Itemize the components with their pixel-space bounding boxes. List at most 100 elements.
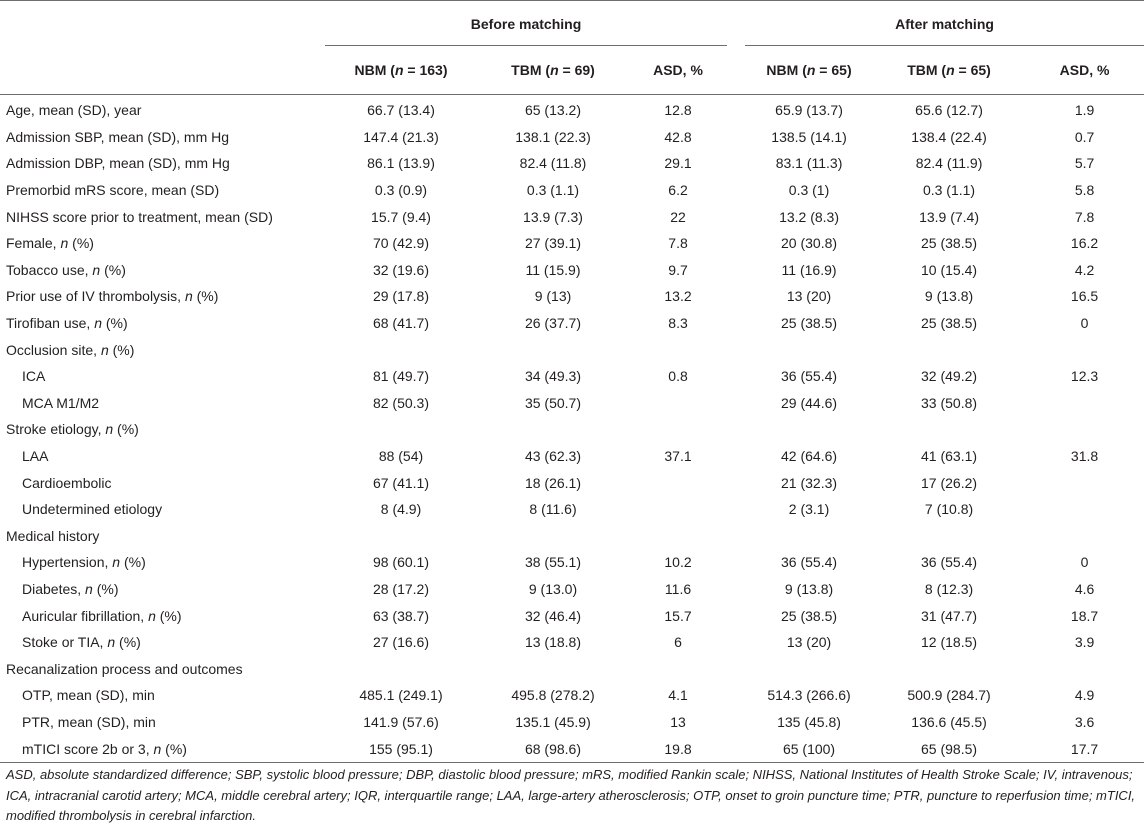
cell-nbm-after: 65 (100): [745, 735, 874, 763]
cell-nbm-before: 66.7 (13.4): [367, 102, 435, 119]
cell-tbm-before: 9 (13): [534, 288, 572, 305]
cell-tbm-before: 18 (26.1): [524, 474, 582, 491]
row-label: OTP, mean (SD), min: [22, 687, 155, 704]
cell-tbm-after: 31 (47.7): [921, 607, 978, 624]
row-label: Auricular fibrillation, n (%): [22, 607, 182, 624]
table-row: Premorbid mRS score, mean (SD) 0.3 (0.9) 0…: [0, 177, 1144, 204]
table-row: Age, mean (SD), year 66.7 (13.4) 65 (13.2)…: [0, 95, 1144, 124]
cell-asd-after: [1025, 523, 1144, 550]
table-row: Stroke etiology, n (%): [0, 416, 1144, 443]
cell-tbm-before: [477, 655, 629, 682]
table-row: Tobacco use, n (%) 32 (19.6) 11 (15.9) 9.7 1…: [0, 257, 1144, 284]
row-label: mTICI score 2b or 3, n (%): [0, 735, 325, 763]
row-label: Stoke or TIA, n (%): [22, 634, 141, 651]
cell-asd-after: 16.5: [1070, 288, 1099, 305]
cell-nbm-after: 13 (20): [786, 634, 832, 651]
table-row: OTP, mean (SD), min 485.1 (249.1) 495.8 (2…: [0, 682, 1144, 709]
cell-tbm-before: [477, 336, 629, 363]
cell-asd-before: 42.8: [664, 128, 692, 145]
cell-tbm-after: 32 (49.2): [921, 368, 978, 385]
cell-tbm-after: 8 (12.3): [924, 580, 974, 597]
cell-asd-after: [1025, 390, 1144, 417]
cell-tbm-after: 25 (38.5): [921, 235, 978, 252]
cell-nbm-before: 63 (38.7): [372, 607, 430, 624]
table-row: PTR, mean (SD), min 141.9 (57.6) 135.1 (45…: [0, 709, 1144, 736]
cell-asd-before: 13.2: [664, 288, 692, 305]
row-label: Premorbid mRS score, mean (SD): [6, 182, 220, 199]
cell-nbm-before: 141.9 (57.6): [363, 713, 439, 730]
row-label: Admission DBP, mean (SD), mm Hg: [6, 155, 230, 172]
after-matching-header: After matching: [745, 0, 1144, 46]
cell-asd-before: [629, 390, 727, 417]
cell-asd-before: 0.8: [668, 368, 688, 385]
cell-tbm-after: 10 (15.4): [921, 261, 978, 278]
table-row: Recanalization process and outcomes: [0, 655, 1144, 682]
cell-nbm-before: 67 (41.1): [372, 474, 430, 491]
table-row: Hypertension, n (%) 98 (60.1) 38 (55.1) 10.…: [0, 549, 1144, 576]
cell-nbm-after: 25 (38.5): [781, 315, 838, 332]
cell-nbm-before: 29 (17.8): [372, 288, 430, 305]
cell-asd-after: 16.2: [1070, 235, 1099, 252]
cell-tbm-before: 27 (39.1): [524, 235, 582, 252]
table-row: ICA 81 (49.7) 34 (49.3) 0.8 36 (55.4) 32 (49.…: [0, 363, 1144, 390]
cell-tbm-after: [873, 416, 1025, 443]
table-row: Admission DBP, mean (SD), mm Hg 86.1 (13.…: [0, 150, 1144, 177]
cell-tbm-after: [873, 336, 1025, 363]
table-row: Tirofiban use, n (%) 68 (41.7) 26 (37.7) 8.…: [0, 310, 1144, 337]
cell-tbm-after: 500.9 (284.7): [907, 687, 991, 704]
cell-tbm-after: [873, 523, 1025, 550]
group-header-row: Before matching After matching: [0, 0, 1144, 46]
table-row: LAA 88 (54) 43 (62.3) 37.1 42 (64.6) 41 (63.1…: [0, 443, 1144, 470]
table-row: MCA M1/M2 82 (50.3) 35 (50.7) 29 (44.6) 33 (…: [0, 390, 1144, 417]
row-label: Tobacco use, n (%): [6, 261, 126, 278]
cell-tbm-before: 135.1 (45.9): [515, 713, 591, 730]
cell-tbm-before: [477, 523, 629, 550]
cell-asd-after: 4.2: [1074, 261, 1095, 278]
table-row: Prior use of IV thrombolysis, n (%) 29 (1…: [0, 283, 1144, 310]
cell-asd-after: 0: [1080, 554, 1089, 571]
col-nbm-before: NBM (n = 163): [325, 45, 477, 95]
col-nbm-after: NBM (n = 65): [745, 45, 874, 95]
cell-nbm-before: [325, 655, 477, 682]
cell-tbm-before: 43 (62.3): [524, 448, 582, 465]
cell-tbm-after: 65.6 (12.7): [915, 102, 983, 119]
col-asd-after: ASD, %: [1025, 45, 1144, 95]
column-header-row: NBM (n = 163) TBM (n = 69) ASD, % NBM (n…: [0, 45, 1144, 95]
col-tbm-after: TBM (n = 65): [873, 45, 1026, 95]
cell-tbm-after: 12 (18.5): [921, 634, 978, 651]
cell-asd-after: 3.6: [1074, 713, 1095, 730]
cell-asd-before: [629, 469, 727, 496]
cell-asd-after: 7.8: [1074, 208, 1095, 225]
cell-tbm-before: 9 (13.0): [528, 580, 578, 597]
cell-nbm-before: 15.7 (9.4): [371, 208, 431, 225]
cell-asd-before: 22: [670, 208, 686, 225]
cell-tbm-after: 33 (50.8): [921, 394, 978, 411]
table-row: Female, n (%) 70 (42.9) 27 (39.1) 7.8 20 (30…: [0, 230, 1144, 257]
cell-nbm-after: 13 (20): [786, 288, 832, 305]
row-label: LAA: [22, 448, 49, 465]
cell-asd-before: 10.2: [664, 554, 692, 571]
cell-nbm-after: 36 (55.4): [781, 554, 838, 571]
cell-tbm-after: 17 (26.2): [921, 474, 978, 491]
row-label: Stroke etiology, n (%): [6, 421, 139, 438]
cell-nbm-after: 20 (30.8): [781, 235, 838, 252]
cell-tbm-after: 65 (98.5): [873, 735, 1026, 763]
cell-nbm-after: [745, 655, 873, 682]
cell-nbm-after: 514.3 (266.6): [767, 687, 851, 704]
cell-asd-after: 0: [1080, 315, 1089, 332]
before-matching-header: Before matching: [325, 0, 728, 46]
cell-tbm-after: 82.4 (11.9): [915, 155, 983, 172]
cell-tbm-after: 13.9 (7.4): [919, 208, 979, 225]
cell-nbm-before: [325, 523, 477, 550]
row-label: Hypertension, n (%): [22, 554, 146, 571]
cell-asd-after: 17.7: [1025, 735, 1144, 763]
cell-nbm-before: 32 (19.6): [372, 261, 430, 278]
cell-nbm-before: 0.3 (0.9): [374, 182, 428, 199]
cell-asd-before: 4.1: [668, 687, 688, 704]
cell-tbm-after: 41 (63.1): [921, 448, 978, 465]
cell-asd-after: 4.6: [1074, 580, 1095, 597]
cell-nbm-before: 485.1 (249.1): [359, 687, 443, 704]
row-label: PTR, mean (SD), min: [22, 713, 156, 730]
cell-nbm-before: 27 (16.6): [372, 634, 430, 651]
